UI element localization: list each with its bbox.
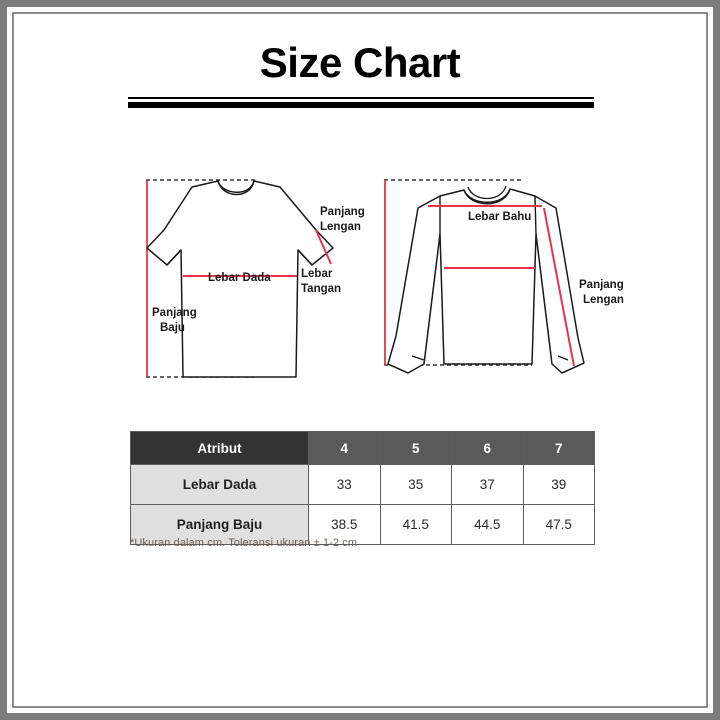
page-title: Size Chart — [259, 39, 461, 86]
column-header-atribut: Atribut — [130, 431, 309, 465]
sleeve-length-label-line2: Lengan — [320, 221, 361, 233]
left-sleeve-seam — [166, 249, 182, 266]
right-sleeve-seam — [297, 249, 313, 266]
table-row: Panjang Baju 38.5 41.5 44.5 47.5 — [130, 504, 595, 545]
right-cuff — [561, 362, 585, 374]
body-length-label-line2: Baju — [160, 322, 185, 334]
title-divider — [128, 97, 594, 108]
long-sleeve-diagram: Lebar Bahu Panjang Lengan — [372, 168, 632, 393]
neckline-inner — [467, 185, 507, 200]
size-table-container: Atribut 4 5 6 7 Lebar Dada 33 35 37 39 P… — [130, 431, 595, 545]
cell-panjang-baju-6: 44.5 — [451, 504, 524, 545]
left-cuff-detail — [411, 355, 425, 361]
neckline — [217, 180, 255, 196]
column-header-size-4: 4 — [308, 431, 381, 465]
table-head: Atribut 4 5 6 7 — [130, 431, 595, 465]
cell-lebar-dada-6: 37 — [451, 464, 524, 505]
sleeve-width-label-line1: Lebar — [301, 268, 333, 280]
right-armhole-seam — [534, 195, 537, 235]
sleeve-width-label-line2: Tangan — [301, 283, 341, 295]
sleeve-length-label-line2: Lengan — [583, 294, 624, 306]
column-header-size-7: 7 — [522, 431, 595, 465]
chest-width-label: Lebar Dada — [208, 272, 271, 284]
table-body: Lebar Dada 33 35 37 39 Panjang Baju 38.5… — [130, 464, 595, 545]
cell-lebar-dada-7: 39 — [522, 464, 595, 505]
size-table: Atribut 4 5 6 7 Lebar Dada 33 35 37 39 P… — [130, 431, 595, 545]
table-header-row: Atribut 4 5 6 7 — [130, 431, 595, 465]
sleeve-length-label-line1: Panjang — [579, 279, 624, 291]
sleeve-length-measure-line — [315, 229, 332, 265]
neckline-outer — [463, 188, 511, 205]
column-header-size-6: 6 — [451, 431, 524, 465]
divider-thick-line — [128, 102, 594, 108]
short-sleeve-diagram: Panjang Lengan Lebar Dada Lebar Tangan P… — [130, 168, 375, 393]
sleeve-length-measure-line — [543, 207, 575, 367]
left-cuff — [387, 363, 409, 374]
row-label-panjang-baju: Panjang Baju — [130, 504, 309, 545]
measurement-footnote: *Ukuran dalam cm. Toleransi ukuran ± 1-2… — [130, 537, 358, 549]
shoulder-width-label: Lebar Bahu — [468, 211, 531, 223]
cell-panjang-baju-5: 41.5 — [379, 504, 452, 545]
table-row: Lebar Dada 33 35 37 39 — [130, 464, 595, 505]
cell-lebar-dada-4: 33 — [308, 464, 381, 505]
row-label-lebar-dada: Lebar Dada — [130, 464, 309, 505]
sleeve-length-label-line1: Panjang — [320, 206, 365, 218]
cell-lebar-dada-5: 35 — [379, 464, 452, 505]
body-length-label-line1: Panjang — [152, 307, 197, 319]
cell-panjang-baju-7: 47.5 — [522, 504, 595, 545]
column-header-size-5: 5 — [379, 431, 452, 465]
divider-thin-line — [128, 97, 594, 99]
right-cuff-detail — [557, 355, 569, 361]
shirt-body-outline — [146, 180, 334, 378]
